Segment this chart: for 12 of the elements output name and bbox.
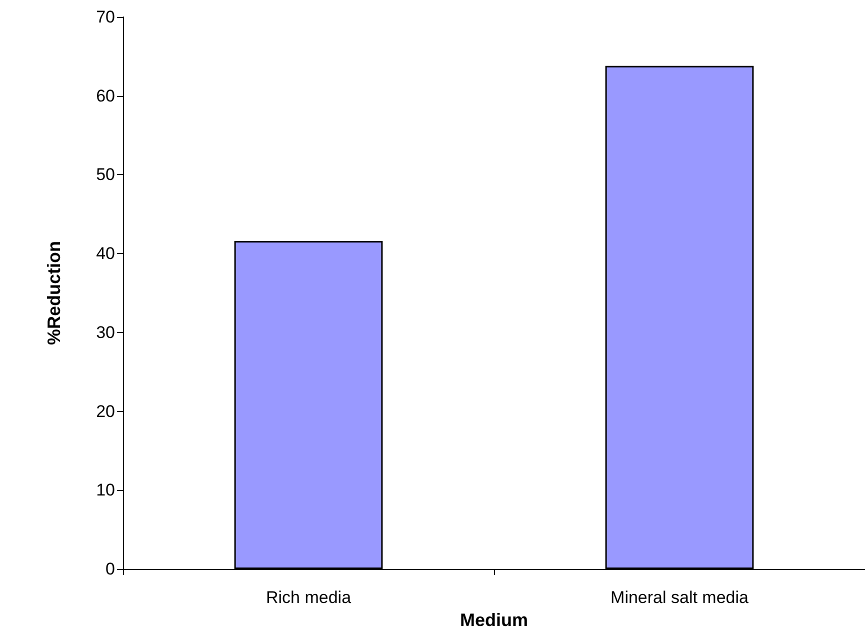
x-axis-title: Medium	[460, 610, 528, 630]
y-tick-label: 50	[96, 165, 115, 184]
x-tick-label: Rich media	[266, 588, 352, 607]
y-tick-label: 0	[106, 560, 115, 578]
y-tick-label: 60	[96, 86, 115, 106]
y-tick-label: 10	[96, 480, 115, 500]
y-tick-label: 30	[96, 322, 115, 342]
y-axis-title: %Reduction	[44, 240, 64, 346]
y-tick-label: 40	[96, 244, 115, 264]
y-tick-label: 20	[96, 402, 115, 421]
x-tick-label: Mineral salt media	[610, 588, 750, 607]
y-tick-label: 70	[96, 8, 115, 26]
